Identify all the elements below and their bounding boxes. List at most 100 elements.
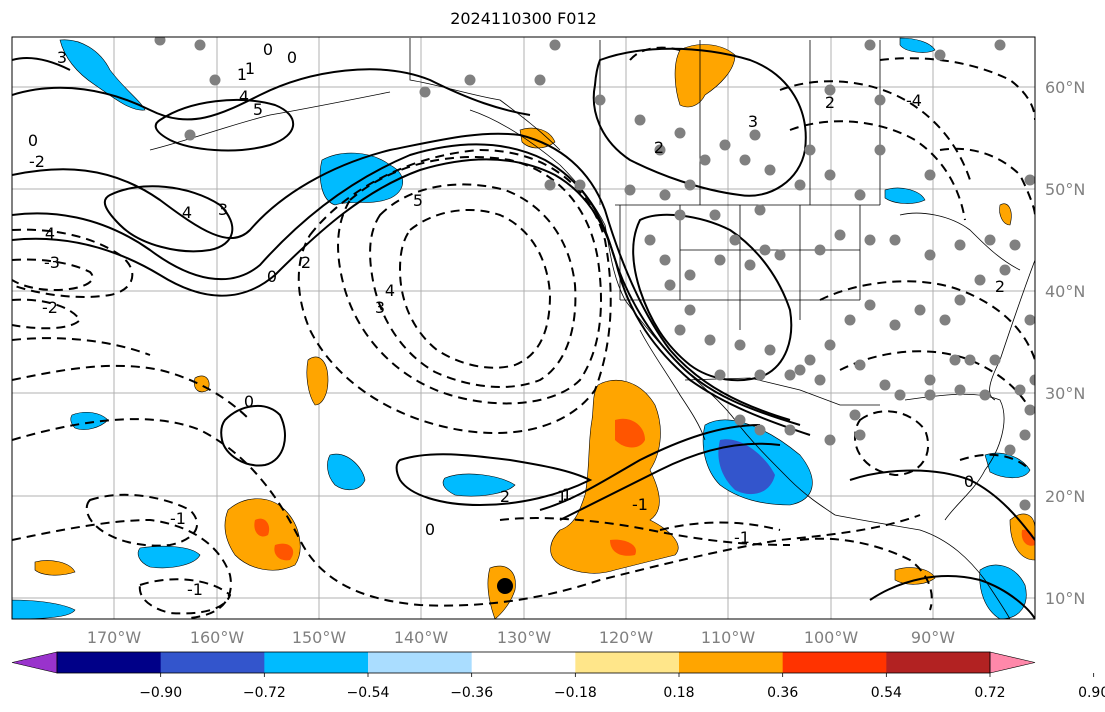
station-dot [784,369,796,381]
station-dot [994,39,1006,51]
station-dot [714,254,726,266]
contour-label: 3 [375,298,385,317]
latitude-labels: 60°N 50°N 40°N 30°N 20°N 10°N [1045,78,1085,608]
dashed-contour [659,521,781,531]
station-dot [624,184,636,196]
longitude-label: 160°W [190,628,245,647]
station-dot [889,319,901,331]
strong-positive-region [610,539,636,556]
contour-label: -2 [42,298,58,317]
dashed-contour [629,46,681,61]
contour-label: 3 [748,112,758,131]
station-dot [894,389,906,401]
station-dot [999,264,1011,276]
us-mexico-border [684,377,880,406]
station-dot [924,374,936,386]
contour-label: 4 [385,281,395,300]
contour-label: 4 [45,224,55,243]
aleutian-islands [149,91,391,151]
positive-anomaly-region [999,203,1012,226]
station-dot [419,86,431,98]
solid-contour [12,68,531,121]
station-dot [814,244,826,256]
contour-label: 0 [287,48,297,67]
colorbar-lower-extend [11,651,58,674]
solid-contour [154,99,295,152]
station-dot [549,39,561,51]
solid-contour [12,143,801,426]
negative-anomaly-region [70,411,109,430]
colorbar-tick-label: 0.72 [974,685,1005,701]
station-dot [824,169,836,181]
north-america-west-coast [469,109,836,516]
station-dot [954,384,966,396]
colorbar-tick-label: 0.36 [767,685,798,701]
contour-label: 4 [239,87,249,106]
negative-anomaly-region [899,37,936,53]
station-dot [764,344,776,356]
station-dot [964,354,976,366]
dashed-contour [12,418,921,607]
station-dot [834,229,846,241]
station-dot [924,249,936,261]
station-dot [889,234,901,246]
station-dot [709,209,721,221]
station-dot [754,369,766,381]
plot-frame [11,36,1036,620]
dashed-contour [337,155,602,405]
station-dot [924,169,936,181]
contour-label: 1 [245,59,255,78]
station-dot [804,144,816,156]
longitude-labels: 170°W 160°W 150°W 140°W 130°W 120°W 110°W 100°W… [87,628,955,647]
contour-label: 3 [218,200,228,219]
negative-anomaly-region [979,564,1027,619]
station-dot [824,339,836,351]
baja-california [639,329,706,441]
station-dot [759,244,771,256]
station-dot [574,179,586,191]
solid-contour [12,57,71,71]
station-dot [784,424,796,436]
colorbar-segment [782,652,887,673]
solid-contour [12,132,791,421]
contour-label: 2 [301,253,311,272]
contour-lines [12,46,1035,619]
solid-contour [395,453,593,507]
station-dot [674,127,686,139]
station-dot [744,259,756,271]
station-dot [1024,314,1035,326]
solid-contour [539,424,761,511]
station-dot [734,414,746,426]
strong-positive-region [274,543,294,561]
contour-label: -1 [734,528,750,547]
station-dot [684,304,696,316]
contour-label: 4 [182,203,192,222]
east-coast [989,259,1035,401]
station-dot [814,374,826,386]
strong-negative-region [718,439,775,495]
station-dot [674,209,686,221]
contour-label: -1 [187,580,203,599]
station-dot [154,37,166,46]
contour-label: -4 [906,91,922,110]
station-dot [719,139,731,151]
strong-positive-region [1021,529,1035,546]
colorbar-tick-label: −0.36 [450,685,493,701]
station-dot [544,179,556,191]
station-dot [794,179,806,191]
colorbar-segment [57,652,162,673]
station-dot [1029,374,1035,386]
strong-positive-region [254,518,270,537]
station-dot [974,274,986,286]
station-dot [854,189,866,201]
negative-anomaly-region [442,473,516,497]
dashed-contour [799,537,933,611]
station-dot [729,234,741,246]
solid-contour [12,158,811,436]
station-dot [594,94,606,106]
contour-label: 0 [425,520,435,539]
positive-anomaly-region [550,379,679,574]
solid-contour [103,185,234,253]
station-dot [954,294,966,306]
